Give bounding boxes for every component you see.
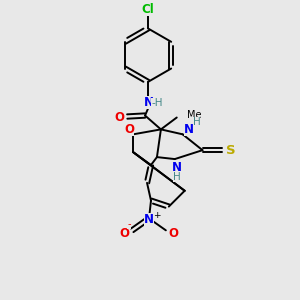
Text: N: N — [172, 161, 182, 175]
Text: N: N — [144, 96, 154, 109]
Text: Me: Me — [187, 110, 201, 119]
Text: S: S — [226, 144, 236, 157]
Text: N: N — [184, 123, 194, 136]
Text: Cl: Cl — [142, 3, 154, 16]
Text: -: - — [128, 219, 131, 230]
Text: O: O — [114, 111, 124, 124]
Text: N: N — [144, 213, 154, 226]
Text: +: + — [153, 211, 161, 220]
Text: O: O — [124, 123, 134, 136]
Text: -H: -H — [151, 98, 163, 108]
Text: H: H — [193, 118, 200, 128]
Text: H: H — [173, 172, 181, 182]
Text: O: O — [119, 227, 129, 240]
Text: O: O — [169, 227, 179, 240]
